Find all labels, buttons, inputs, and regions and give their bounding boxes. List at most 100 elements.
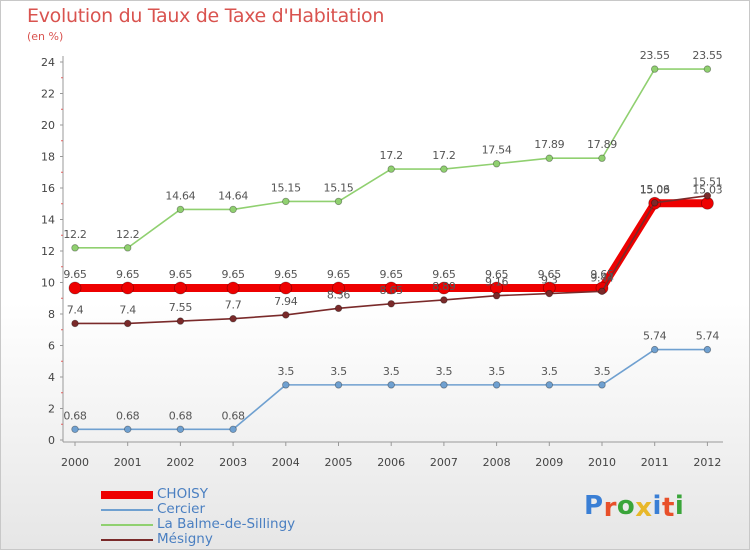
x-tick-label: 2006 [377,456,405,469]
data-label: 0.68 [63,409,87,422]
data-point [545,289,553,298]
proxiti-logo: Proxiti [584,491,684,523]
chart-title: Evolution du Taux de Taxe d'Habitation [27,5,385,27]
data-label: 9.44 [590,271,614,284]
data-label: 15.51 [692,176,722,189]
x-tick-label: 2001 [114,456,142,469]
data-label: 23.55 [692,49,722,62]
x-tick-label: 2009 [535,456,563,469]
data-point [121,281,135,295]
data-point [334,197,343,206]
data-point [651,345,659,354]
data-label: 9.65 [274,268,298,281]
data-point [545,154,553,162]
data-label: 9.65 [485,268,509,281]
data-label: 3.5 [330,365,347,378]
data-point [282,197,290,206]
y-tick-label: 22 [41,88,55,101]
data-label: 9.16 [485,276,509,289]
logo-letter: r [603,493,617,523]
data-point [176,205,185,214]
logo-letter: t [661,493,675,523]
data-point [703,65,712,73]
data-label: 3.5 [488,365,505,378]
data-label: 9.3 [541,274,558,287]
data-point [226,281,240,295]
data-label: 9.65 [63,268,87,281]
data-label: 3.5 [278,365,295,378]
data-label: 12.2 [116,228,139,241]
data-point [71,244,79,252]
logo-letter: P [584,491,604,521]
data-label: 0.68 [221,409,245,422]
data-point [598,154,606,162]
data-point [384,281,398,295]
legend-item: CHOISY [101,487,295,502]
data-point [71,319,79,328]
data-label: 14.64 [165,189,195,202]
data-label: 8.65 [380,284,404,297]
data-point [440,296,448,304]
data-point [279,281,293,295]
y-tick-label: 20 [41,119,55,132]
data-point [123,319,132,328]
logo-letter: x [635,493,653,523]
data-point [703,345,712,354]
data-point [68,281,82,295]
data-point [282,381,290,389]
data-label: 8.89 [432,280,456,293]
data-label: 15.06 [640,183,670,196]
y-tick-label: 4 [48,371,55,384]
data-label: 9.65 [538,268,562,281]
y-tick-label: 6 [48,340,55,353]
y-tick-label: 16 [41,182,55,195]
data-point [387,300,395,308]
data-point [492,292,501,300]
data-point [229,315,237,323]
y-tick-label: 0 [48,434,55,447]
legend-swatch [101,490,153,499]
legend-label: Cercier [157,501,206,517]
data-point [437,281,451,295]
x-tick-label: 2005 [325,456,353,469]
data-label: 12.2 [63,228,86,241]
data-label: 15.03 [640,183,670,196]
data-point [651,199,659,207]
data-label: 7.94 [274,295,298,308]
x-tick-label: 2007 [430,456,458,469]
data-point [334,304,343,313]
data-label: 15.15 [324,181,354,194]
data-point [123,244,132,252]
data-point [229,205,237,214]
data-label: 3.5 [541,365,558,378]
data-label: 9.65 [221,268,245,281]
data-label: 0.68 [116,409,140,422]
data-label: 9.65 [169,268,193,281]
legend-label: La Balme-de-Sillingy [157,516,296,532]
data-label: 0.68 [169,409,193,422]
data-point [176,317,185,325]
data-point [440,381,448,389]
data-label: 3.5 [436,365,453,378]
data-label: 15.15 [271,181,301,194]
y-tick-label: 12 [41,245,55,258]
legend-item: Mésigny [101,532,295,547]
data-point [598,381,606,389]
data-point [176,425,185,433]
x-tick-label: 2012 [693,456,721,469]
data-point [492,381,501,389]
x-tick-label: 2000 [61,456,89,469]
data-label: 9.65 [116,268,140,281]
data-label: 17.2 [380,149,403,162]
x-tick-label: 2011 [641,456,669,469]
x-tick-label: 2004 [272,456,300,469]
chart-legend: CHOISY Cercier La Balme-de-Sillingy Mésigny [101,487,295,547]
x-tick-label: 2003 [219,456,247,469]
data-point [651,65,659,73]
legend-item: Cercier [101,502,295,517]
data-label: 14.64 [218,189,248,202]
data-label: 17.54 [482,144,512,157]
y-tick-label: 14 [41,214,55,227]
